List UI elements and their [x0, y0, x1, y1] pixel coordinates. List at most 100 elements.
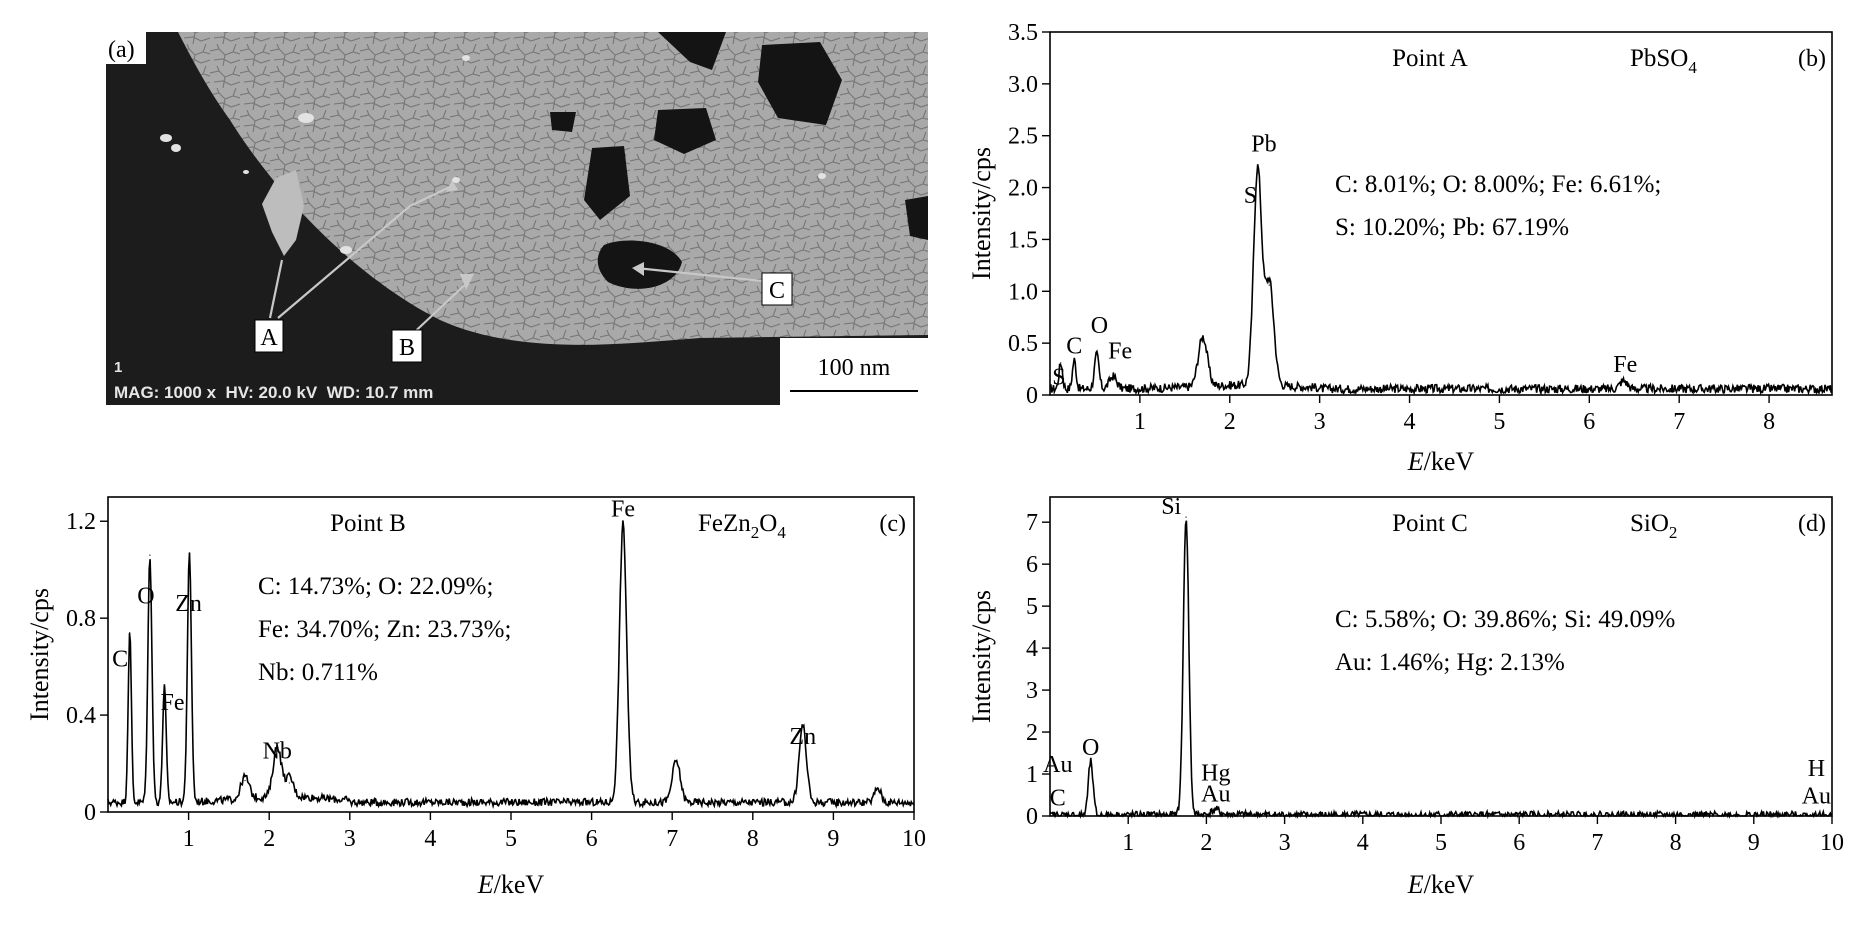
spectrum-line-b — [1049, 164, 1833, 396]
peak-label-d: Au — [1043, 752, 1072, 778]
scale-bar-box — [780, 338, 928, 405]
peak-point-d — [1185, 516, 1187, 518]
composition-text-c: Fe: 34.70%; Zn: 23.73%; — [258, 616, 511, 643]
y-tick-label-d: 5 — [1026, 594, 1038, 620]
panel-label-c: (c) — [879, 511, 906, 537]
peak-label-d: Au — [1201, 781, 1230, 807]
peak-label-c: Nb — [263, 739, 292, 765]
x-tick-label-b: 8 — [1763, 409, 1775, 435]
panel-label-b: (b) — [1798, 46, 1826, 72]
peak-point-d — [1090, 760, 1092, 763]
peak-point-c — [802, 724, 804, 726]
x-tick-label-d: 4 — [1357, 830, 1369, 856]
peak-point-c — [163, 685, 166, 687]
composition-text-b: S: 10.20%; Pb: 67.19% — [1335, 214, 1569, 241]
x-tick-label-c: 4 — [424, 826, 436, 852]
sem-panel: (a) A B C 1 MAG: 1000 x HV: 20.0 kV WD: … — [106, 32, 928, 405]
point-c-box — [761, 272, 793, 306]
spectrum-line-d — [1049, 520, 1833, 820]
peak-point-c — [244, 779, 246, 782]
eds-chart-d: 1 2 3 4 5 6 7 8 9 10 0 1 2 3 4 5 6 7 E/keV Intensity/cps Au C… — [967, 494, 1844, 899]
peak-label-b: O — [1091, 313, 1108, 339]
chart-title-b: Point A — [1392, 45, 1468, 72]
sem-info-text: MAG: 1000 x HV: 20.0 kV WD: 10.7 mm — [114, 383, 433, 402]
point-a-box — [254, 319, 284, 353]
x-tick-label-c: 7 — [666, 826, 678, 852]
y-axis-label-b: Intensity/cps — [967, 147, 996, 280]
y-tick-label-b: 3.5 — [1008, 20, 1038, 46]
sem-particle — [178, 32, 928, 345]
x-axis-label-b: E/keV — [1407, 447, 1475, 476]
x-tick-label-c: 9 — [827, 826, 839, 852]
compound-label-d: SiO2 — [1630, 510, 1677, 542]
composition-text-d: Au: 1.46%; Hg: 2.13% — [1335, 649, 1565, 676]
composition-text-d: C: 5.58%; O: 39.86%; Si: 49.09% — [1335, 606, 1675, 633]
peak-label-b: S — [1244, 183, 1257, 209]
x-tick-label-c: 10 — [902, 826, 926, 852]
peak-point-c — [622, 523, 624, 525]
point-a-label: A — [260, 325, 278, 351]
peak-point-b — [1268, 284, 1270, 286]
plot-frame-c — [107, 496, 915, 813]
point-b-label: B — [399, 335, 415, 361]
sem-bright-spots — [160, 55, 826, 256]
peak-label-c: O — [137, 584, 154, 610]
peak-point-c — [288, 782, 290, 784]
eds-chart-b: 1 2 3 4 5 6 7 8 0 0.5 1.0 1.5 2.0 2.5 3.0 3.5 E/keV Inten… — [967, 20, 1833, 476]
x-tick-label-d: 10 — [1820, 830, 1844, 856]
y-tick-label-d: 3 — [1026, 678, 1038, 704]
spectrum-line-c — [107, 520, 915, 810]
x-axis-label-d: E/keV — [1407, 870, 1475, 899]
y-axis-label-c: Intensity/cps — [25, 588, 54, 721]
y-tick-label-b: 0 — [1026, 383, 1038, 409]
point-c-label: C — [769, 278, 785, 304]
y-tick-label-b: 2.0 — [1008, 176, 1038, 202]
y-tick-label-b: 0.5 — [1008, 331, 1038, 357]
x-tick-label-c: 2 — [263, 826, 275, 852]
plot-frame-b — [1049, 31, 1833, 396]
peak-label-d: O — [1082, 735, 1099, 761]
scale-bar-label: 100 nm — [818, 355, 891, 381]
x-tick-label-d: 7 — [1591, 830, 1603, 856]
y-tick-label-c: 1.2 — [66, 509, 96, 535]
sem-arrowheads — [446, 180, 644, 290]
x-tick-label-b: 3 — [1314, 409, 1326, 435]
compound-label-b: PbSO4 — [1630, 45, 1697, 77]
composition-text-b: C: 8.01%; O: 8.00%; Fe: 6.61%; — [1335, 171, 1661, 198]
peak-label-c: Fe — [160, 690, 184, 716]
x-tick-label-c: 5 — [505, 826, 517, 852]
y-tick-label-b: 2.5 — [1008, 124, 1038, 150]
peak-point-c — [675, 760, 677, 762]
peak-label-b: S — [1052, 365, 1065, 391]
peak-point-b — [1073, 359, 1075, 361]
composition-text-c: C: 14.73%; O: 22.09%; — [258, 573, 493, 600]
composition-text-c: Nb: 0.711% — [258, 659, 378, 686]
y-tick-label-d: 7 — [1026, 510, 1038, 536]
x-tick-label-d: 1 — [1122, 830, 1134, 856]
chart-title-c: Point B — [330, 510, 406, 537]
x-tick-label-c: 6 — [586, 826, 598, 852]
peak-point-c — [877, 787, 879, 789]
peak-point-b — [1096, 353, 1098, 356]
x-tick-label-b: 2 — [1224, 409, 1236, 435]
y-tick-label-d: 1 — [1026, 762, 1038, 788]
x-tick-label-d: 2 — [1200, 830, 1212, 856]
x-tick-label-d: 3 — [1279, 830, 1291, 856]
y-tick-label-d: 0 — [1026, 804, 1038, 830]
peak-label-d: H — [1808, 756, 1825, 782]
panel-label-a: (a) — [108, 37, 135, 63]
peak-label-c: Fe — [611, 496, 635, 522]
sem-info-number: 1 — [114, 359, 122, 376]
point-b-box — [391, 329, 423, 363]
x-tick-label-c: 8 — [747, 826, 759, 852]
peak-label-b: Pb — [1251, 131, 1276, 157]
x-tick-label-b: 7 — [1673, 409, 1685, 435]
peak-point-b — [1257, 172, 1259, 174]
y-tick-label-b: 1.0 — [1008, 279, 1038, 305]
eds-chart-c: 1 2 3 4 5 6 7 8 9 10 0 0.4 0.8 1.2 E/keV Intensity/cps C… — [25, 496, 926, 899]
x-axis-label-c: E/keV — [477, 870, 545, 899]
peak-point-c — [129, 632, 131, 634]
peak-point-b — [1060, 362, 1062, 364]
